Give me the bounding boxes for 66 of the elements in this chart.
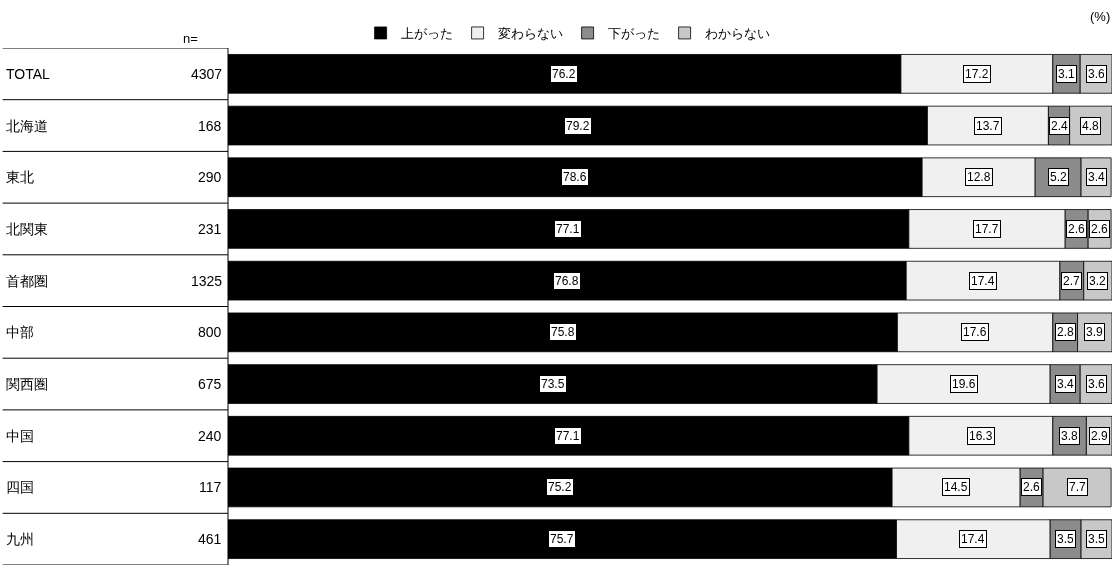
legend-label: 変わらない xyxy=(497,26,563,42)
text: 231 xyxy=(198,221,222,237)
data-label: 75.8 xyxy=(551,325,575,339)
data-label: 3.9 xyxy=(1086,325,1104,339)
y-tick-label: 九州 xyxy=(6,531,34,547)
data-label: 13.7 xyxy=(976,119,1000,133)
data-label: 3.4 xyxy=(1088,170,1106,184)
data-label: 19.6 xyxy=(952,377,976,391)
data-label: 5.2 xyxy=(1050,170,1068,184)
text: 461 xyxy=(198,531,222,547)
y-tick-label: 北関東 xyxy=(6,221,48,237)
data-label: 2.7 xyxy=(1063,274,1081,288)
text: 117 xyxy=(199,479,222,495)
data-label: 3.5 xyxy=(1088,532,1106,546)
data-label: 76.8 xyxy=(555,274,579,288)
data-label: 16.3 xyxy=(969,429,993,443)
data-label: 2.6 xyxy=(1023,480,1041,494)
data-label: 14.5 xyxy=(944,480,968,494)
data-label: 73.5 xyxy=(541,377,565,391)
data-label: 2.9 xyxy=(1091,429,1109,443)
data-label: 77.1 xyxy=(556,222,580,236)
y-tick-label: 関西圏 xyxy=(6,376,48,392)
data-label: 7.7 xyxy=(1069,480,1087,494)
data-label: 3.2 xyxy=(1089,274,1107,288)
data-label: 3.8 xyxy=(1061,429,1079,443)
legend-label: 下がった xyxy=(607,26,660,42)
data-label: 75.2 xyxy=(548,480,572,494)
data-label: 12.8 xyxy=(967,170,991,184)
text: 4307 xyxy=(191,66,223,82)
data-label: 76.2 xyxy=(552,67,576,81)
data-label: 2.6 xyxy=(1091,222,1109,236)
data-label: 3.6 xyxy=(1088,67,1106,81)
text: n= xyxy=(183,31,198,46)
data-label: 17.2 xyxy=(965,67,989,81)
data-label: 2.4 xyxy=(1051,119,1069,133)
data-label: 3.1 xyxy=(1058,67,1076,81)
data-label: 79.2 xyxy=(566,119,590,133)
data-label: 2.6 xyxy=(1068,222,1086,236)
data-label: 17.4 xyxy=(971,274,995,288)
data-label: 78.6 xyxy=(563,170,587,184)
data-label: 77.1 xyxy=(556,429,580,443)
text: 800 xyxy=(198,324,222,340)
legend-label: わからない xyxy=(704,26,770,42)
data-label: 3.4 xyxy=(1057,377,1075,391)
data-label: 4.8 xyxy=(1082,119,1100,133)
y-tick-label: 東北 xyxy=(6,169,34,185)
data-label: 2.8 xyxy=(1057,325,1075,339)
y-tick-label: 首都圏 xyxy=(6,273,48,289)
data-label: 17.6 xyxy=(963,325,987,339)
data-label: 3.5 xyxy=(1057,532,1075,546)
text: 1325 xyxy=(191,273,223,289)
y-tick-label: 中国 xyxy=(6,428,34,444)
legend-label: 上がった xyxy=(400,26,453,42)
text: 675 xyxy=(198,376,222,392)
y-tick-label: 中部 xyxy=(6,324,34,340)
data-label: 75.7 xyxy=(550,532,574,546)
data-label: 3.6 xyxy=(1088,377,1106,391)
text: 168 xyxy=(198,118,222,134)
y-tick-label: 四国 xyxy=(6,479,34,495)
y-tick-label: TOTAL xyxy=(6,66,51,82)
data-label: 17.4 xyxy=(961,532,985,546)
text: (%) xyxy=(1090,9,1111,24)
data-label: 17.7 xyxy=(975,222,999,236)
y-tick-label: 北海道 xyxy=(6,118,48,134)
text: 240 xyxy=(198,428,222,444)
text: 290 xyxy=(198,169,222,185)
